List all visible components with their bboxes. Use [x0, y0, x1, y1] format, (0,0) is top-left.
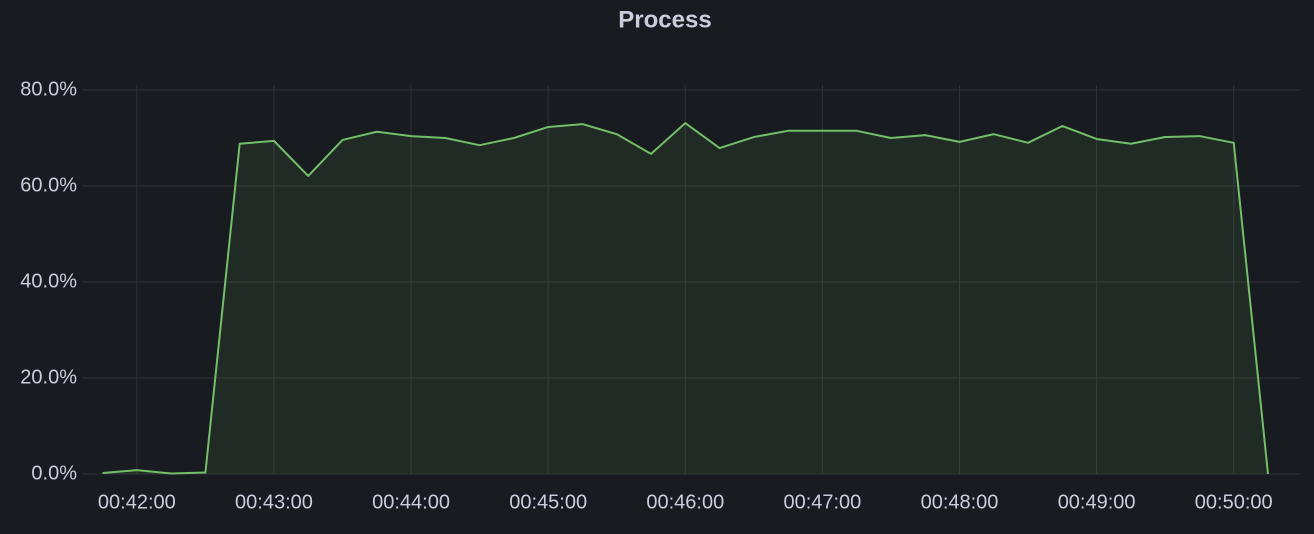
y-tick-label: 40.0% — [20, 270, 77, 292]
chart-title: Process — [618, 6, 711, 33]
y-tick-label: 0.0% — [31, 462, 77, 484]
y-tick-label: 20.0% — [20, 366, 77, 388]
x-tick-label: 00:43:00 — [235, 491, 313, 513]
x-tick-label: 00:42:00 — [98, 491, 176, 513]
x-tick-label: 00:47:00 — [783, 491, 861, 513]
y-tick-label: 80.0% — [20, 78, 77, 100]
x-tick-label: 00:44:00 — [372, 491, 450, 513]
x-tick-label: 00:45:00 — [509, 491, 587, 513]
series-line — [102, 122, 1270, 475]
x-tick-label: 00:48:00 — [921, 491, 999, 513]
x-tick-label: 00:49:00 — [1058, 491, 1136, 513]
area-fill — [102, 123, 1269, 475]
y-tick-label: 60.0% — [20, 174, 77, 196]
x-tick-label: 00:50:00 — [1195, 491, 1273, 513]
x-tick-label: 00:46:00 — [646, 491, 724, 513]
